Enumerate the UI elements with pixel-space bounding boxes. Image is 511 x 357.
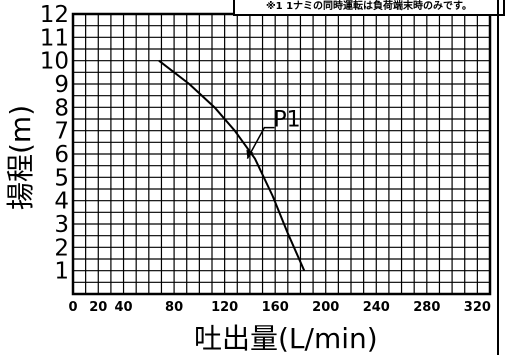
x-tick-label: 320 [464,300,491,315]
y-axis-label: 揚程(m) [4,104,37,210]
grid [73,14,490,294]
y-tick-label: 4 [54,189,69,215]
y-tick-label: 12 [40,2,69,28]
y-tick-label: 1 [54,259,69,285]
annotations: P1 [246,108,301,160]
x-axis-label: 吐出量(L/min) [194,322,378,355]
y-tick-label: 11 [40,25,69,51]
y-tick-label: 7 [54,119,69,145]
note-banner: ※1 1ナミの同時運転は負荷端末時のみです。 [233,0,505,16]
x-tick-label: 20 [89,300,107,315]
y-tick-label: 3 [54,212,69,238]
x-tick-label: 0 [68,300,77,315]
y-tick-label: 2 [54,235,69,261]
curves [158,59,306,272]
x-tick-label: 40 [114,300,132,315]
y-tick-label: 8 [54,95,69,121]
right-border-line [497,0,499,355]
y-tick-label: 9 [54,72,69,98]
x-tick-label: 160 [262,300,289,315]
x-tick-labels: 0 20 40 80 120 160 200 240 280 320 [68,300,490,315]
x-tick-label: 280 [413,300,440,315]
x-tick-label: 240 [363,300,390,315]
annotation-leader [246,126,275,160]
x-tick-label: 120 [211,300,238,315]
y-tick-label: 6 [54,142,69,168]
series-line-P1 [158,59,306,272]
annotation-label: P1 [273,108,300,133]
y-tick-label: 5 [54,165,69,191]
x-tick-label: 80 [165,300,183,315]
x-tick-label: 200 [312,300,339,315]
annotation-arrowhead [246,149,254,159]
y-tick-label: 10 [40,49,69,75]
